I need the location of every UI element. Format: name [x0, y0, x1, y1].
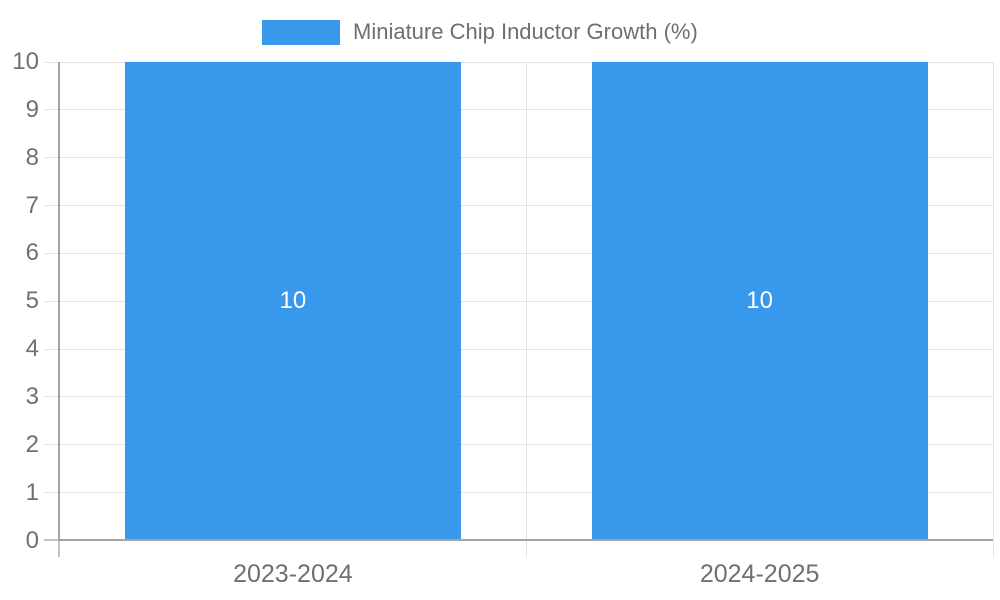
y-gridline-10 [44, 61, 993, 63]
bar-2024-2025[interactable]: 10 [591, 62, 928, 540]
bar-value-label-2023-2024: 10 [279, 287, 307, 314]
y-axis-line [58, 62, 60, 540]
legend-color-swatch [262, 19, 340, 45]
y-gridline-7 [44, 205, 993, 207]
y-gridline-3 [44, 396, 993, 398]
category-boundary-gridline-1 [526, 62, 527, 557]
y-axis-tick-label-9: 9 [25, 95, 39, 123]
legend-item[interactable]: Miniature Chip Inductor Growth (%) [262, 19, 698, 45]
y-axis-tick-label-8: 8 [25, 143, 39, 171]
bar-2023-2024[interactable]: 10 [124, 62, 461, 540]
y-axis-tick-label-10: 10 [12, 48, 39, 75]
bar-value-label-2024-2025: 10 [746, 287, 773, 314]
y-gridline-2 [44, 444, 993, 446]
y-gridline-4 [44, 348, 993, 350]
y-axis-tick-label-4: 4 [25, 335, 39, 363]
y-axis-tick-label-1: 1 [25, 478, 39, 506]
y-gridline-9 [44, 109, 993, 111]
legend-series-label: Miniature Chip Inductor Growth (%) [353, 19, 698, 44]
y-axis-tick-label-5: 5 [25, 287, 39, 315]
y-axis-bottom-tick [58, 541, 60, 557]
y-axis-tick-label-6: 6 [25, 239, 39, 267]
x-axis-category-label-2023-2024: 2023-2024 [233, 560, 353, 588]
category-boundary-gridline-2 [993, 62, 994, 557]
y-gridline-1 [44, 492, 993, 494]
x-axis-category-label-2024-2025: 2024-2025 [699, 560, 820, 588]
y-axis-tick-label-7: 7 [25, 191, 39, 219]
x-axis-line [58, 539, 993, 541]
y-gridline-5 [44, 300, 993, 302]
y-gridline-8 [44, 157, 993, 159]
y-axis-tick-label-3: 3 [25, 382, 39, 410]
y-axis-tick-label-2: 2 [25, 430, 39, 458]
x-axis-left-tick [44, 539, 58, 541]
y-axis-tick-label-0: 0 [25, 526, 39, 554]
y-gridline-6 [44, 252, 993, 254]
